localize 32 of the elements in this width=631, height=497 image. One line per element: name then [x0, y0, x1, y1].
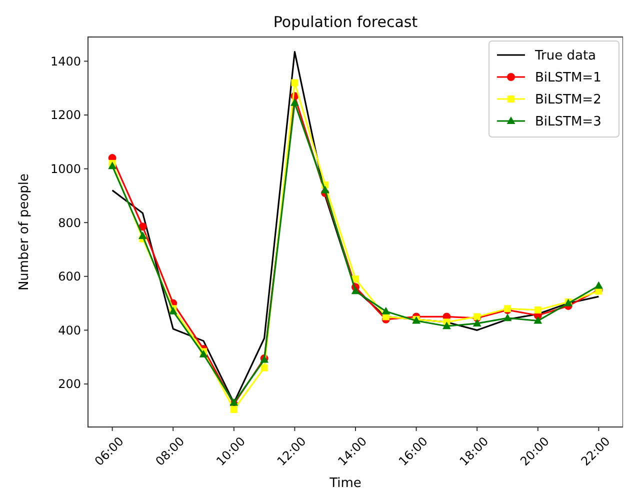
- point: [138, 222, 147, 231]
- point: [320, 186, 330, 194]
- point: [534, 306, 542, 314]
- point: [290, 98, 299, 106]
- point: [503, 314, 512, 322]
- chart-title: Population forecast: [273, 13, 418, 31]
- y-tick-label: 200: [58, 377, 81, 392]
- point: [352, 276, 359, 283]
- y-tick-label: 400: [58, 323, 81, 338]
- legend-label: BiLSTM=3: [535, 114, 602, 130]
- point: [351, 286, 360, 294]
- point: [594, 281, 603, 289]
- point: [260, 364, 268, 372]
- legend-label: BiLSTM=2: [535, 92, 602, 108]
- y-tick-label: 800: [58, 216, 81, 230]
- point: [230, 406, 238, 414]
- y-tick-label: 1000: [50, 162, 81, 176]
- point: [382, 306, 390, 314]
- point: [534, 316, 542, 324]
- point: [442, 322, 451, 330]
- legend-label: True data: [534, 48, 596, 64]
- y-tick-label: 600: [58, 270, 81, 284]
- point: [472, 318, 482, 326]
- x-axis-title: Time: [328, 476, 362, 491]
- point: [230, 398, 238, 406]
- point: [108, 162, 117, 170]
- point: [291, 79, 298, 86]
- y-axis-title: Number of people: [17, 173, 32, 291]
- point: [138, 232, 147, 240]
- y-tick-label: 1400: [50, 54, 81, 68]
- y-tick-label: 1200: [50, 108, 81, 122]
- legend-label: BiLSTM=1: [535, 70, 602, 86]
